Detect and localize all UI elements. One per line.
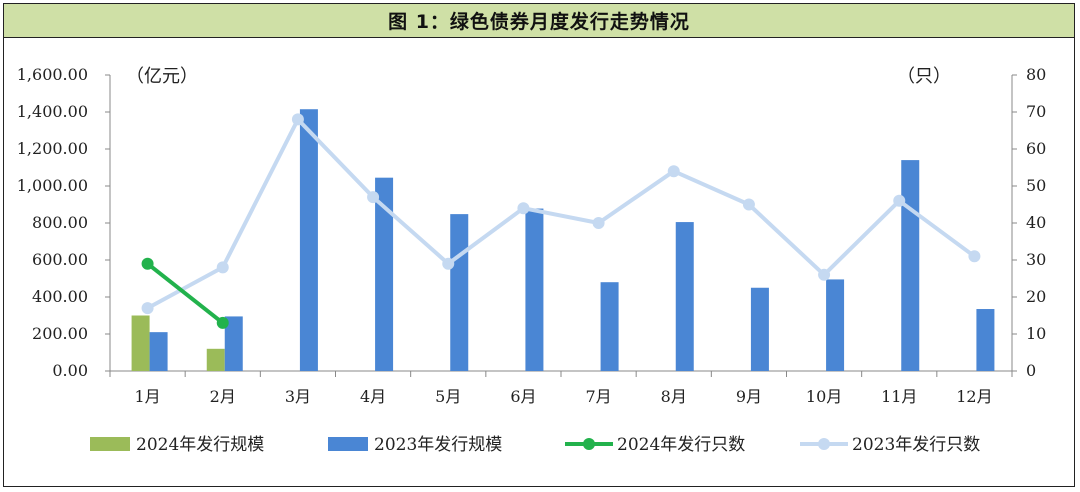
- right-axis-unit: （只）: [897, 66, 951, 87]
- legend-swatch-marker: [818, 438, 830, 450]
- chart-frame: 图 1：绿色债券月度发行走势情况: [3, 3, 1075, 487]
- line-point: [216, 316, 229, 329]
- right-tick-label: 10: [1026, 324, 1046, 343]
- line-point: [141, 257, 154, 270]
- axes: 0.00 200.00 400.00 600.00 800.00 1,000.00 1,20…: [17, 65, 1047, 406]
- left-tick-label: 800.00: [32, 213, 88, 232]
- legend: 2024年发行规模 2023年发行规模 2024年发行只数 2023年发行只数: [90, 435, 980, 455]
- bar: [826, 279, 845, 371]
- series-line: [146, 262, 224, 325]
- line-point: [667, 165, 680, 178]
- line-point: [442, 257, 455, 270]
- right-tick-label: 20: [1026, 287, 1046, 306]
- left-tick-label: 200.00: [32, 324, 88, 343]
- bar: [131, 315, 150, 371]
- bar: [750, 287, 769, 371]
- line-point: [968, 250, 981, 263]
- right-tick-label: 70: [1026, 102, 1046, 121]
- legend-label: 2024年发行规模: [136, 435, 264, 455]
- x-tick-label: 4月: [360, 387, 386, 406]
- left-tick-label: 1,600.00: [17, 65, 88, 84]
- x-tick-label: 7月: [585, 387, 611, 406]
- bars: [131, 109, 995, 371]
- bar: [600, 282, 619, 371]
- right-tick-label: 0: [1026, 361, 1036, 380]
- bar: [206, 348, 225, 371]
- x-tick-label: 5月: [435, 387, 461, 406]
- x-tick-label: 10月: [806, 387, 842, 406]
- x-tick-label: 6月: [510, 387, 536, 406]
- bar: [149, 332, 168, 371]
- bar: [224, 316, 243, 371]
- legend-swatch: [90, 437, 130, 451]
- series-line: [146, 117, 976, 310]
- x-tick-label: 3月: [285, 387, 311, 406]
- line-point: [517, 202, 530, 215]
- bar: [375, 177, 394, 371]
- line-point: [141, 302, 154, 315]
- left-tick-label: 400.00: [32, 287, 88, 306]
- chart-title: 图 1：绿色债券月度发行走势情况: [388, 11, 690, 33]
- legend-label: 2023年发行规模: [374, 435, 502, 455]
- legend-label: 2024年发行只数: [617, 435, 745, 455]
- legend-label: 2023年发行只数: [852, 435, 980, 455]
- lines: [141, 113, 981, 329]
- x-tick-label: 8月: [661, 387, 687, 406]
- left-axis-unit: （亿元）: [126, 66, 198, 87]
- line-point: [592, 217, 605, 229]
- right-tick-label: 60: [1026, 139, 1046, 158]
- x-tick-label: 1月: [134, 387, 160, 406]
- line-point: [742, 198, 755, 211]
- left-tick-label: 600.00: [32, 250, 88, 269]
- line-point: [291, 113, 304, 126]
- line-point: [216, 261, 229, 274]
- bar: [675, 222, 694, 371]
- x-tick-label: 12月: [956, 387, 992, 406]
- line-point: [818, 268, 831, 281]
- bar: [525, 208, 544, 371]
- chart-title-bar: 图 1：绿色债券月度发行走势情况: [4, 4, 1074, 38]
- bar: [450, 214, 469, 371]
- x-tick-label: 2月: [210, 387, 236, 406]
- line-point: [893, 194, 906, 207]
- right-tick-label: 30: [1026, 250, 1046, 269]
- legend-swatch-marker: [583, 438, 595, 450]
- right-tick-label: 50: [1026, 176, 1046, 195]
- right-tick-label: 80: [1026, 65, 1046, 84]
- left-tick-label: 1,000.00: [17, 176, 88, 195]
- bar: [299, 109, 318, 371]
- legend-swatch: [328, 437, 368, 451]
- left-tick-label: 1,200.00: [17, 139, 88, 158]
- line-point: [367, 191, 380, 204]
- left-tick-label: 1,400.00: [17, 102, 88, 121]
- x-tick-label: 9月: [736, 387, 762, 406]
- right-tick-label: 40: [1026, 213, 1046, 232]
- left-tick-label: 0.00: [52, 361, 88, 380]
- bar: [901, 160, 920, 371]
- x-tick-label: 11月: [881, 387, 917, 406]
- bar: [976, 309, 995, 371]
